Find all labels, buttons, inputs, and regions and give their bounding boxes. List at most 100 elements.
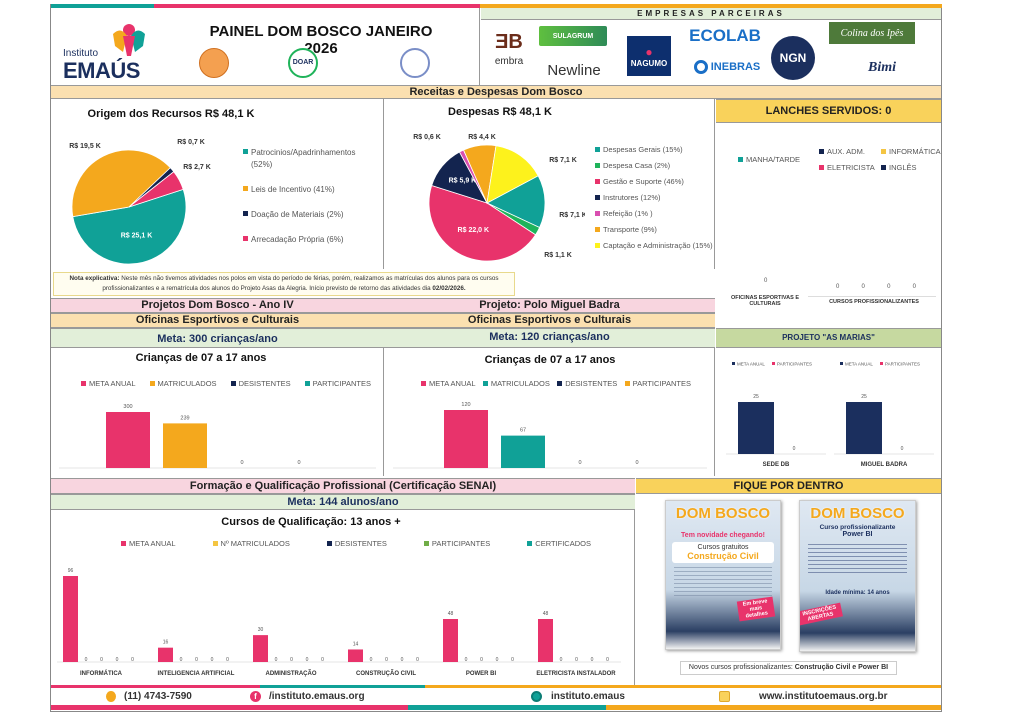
bar-value-label: 25 bbox=[753, 394, 759, 400]
note-text: Neste mês não tivemos atividades nos pol… bbox=[102, 275, 499, 292]
footer-instagram[interactable]: instituto.emaus bbox=[551, 691, 625, 702]
bar-value-label: 0 bbox=[211, 657, 214, 663]
category-label: MIGUEL BADRA bbox=[861, 462, 908, 468]
emaus-logo-small: Instituto bbox=[63, 48, 99, 59]
legend-item: DESISTENTES bbox=[326, 539, 387, 549]
pie-data-label: R$ 7,1 K bbox=[549, 157, 577, 164]
legend-swatch bbox=[732, 362, 735, 365]
bar-value-label: 25 bbox=[861, 394, 867, 400]
bar-value-label: 0 bbox=[793, 446, 796, 452]
bar-value-label: 0 bbox=[496, 657, 499, 663]
project-right-subtitle: Oficinas Esportivos e Culturais bbox=[384, 313, 715, 328]
bar bbox=[348, 649, 363, 662]
bar-value-label: 300 bbox=[123, 404, 132, 410]
bar bbox=[163, 423, 207, 468]
legend-label: PARTICIPANTES bbox=[431, 539, 491, 548]
legend-label: CERTIFICADOS bbox=[535, 539, 591, 548]
legend-label: MATRICULADOS bbox=[157, 379, 217, 388]
lanches-value: 0 bbox=[861, 284, 865, 290]
legend-label: META ANUAL bbox=[429, 379, 476, 388]
bar bbox=[106, 412, 150, 468]
instagram-icon bbox=[531, 691, 542, 702]
emaus-logo: Instituto EMAÚS bbox=[61, 22, 146, 83]
footer-bar-top-teal bbox=[260, 685, 425, 688]
legend-label: Arrecadação Própria (6%) bbox=[251, 235, 344, 244]
legend-item: Despesa Casa (2%) bbox=[595, 161, 715, 171]
poster-construcao-civil[interactable]: DOM BOSCO Tem novidade chegando! Cursos … bbox=[665, 500, 781, 650]
bar-value-label: 0 bbox=[635, 460, 638, 466]
bar-value-label: 0 bbox=[591, 657, 594, 663]
doar-badge-icon: DOAR bbox=[288, 48, 318, 78]
legend-item: PARTICIPANTES bbox=[304, 379, 371, 389]
cursos-legend: META ANUAL Nº MATRICULADOS DESISTENTES PART… bbox=[121, 539, 591, 549]
pie-data-label: R$ 5,9 K bbox=[449, 178, 477, 185]
legend-label: PARTICIPANTES bbox=[312, 379, 371, 388]
pie-data-label: R$ 25,1 K bbox=[121, 232, 153, 239]
bar-value-label: 0 bbox=[290, 657, 293, 663]
bar-value-label: 16 bbox=[163, 640, 169, 646]
poster1-body-text bbox=[674, 567, 772, 597]
lanches-chart-panel: MANHA/TARDE AUX. ADM. INFORMÁTICA ELETRI… bbox=[716, 123, 941, 327]
pie-data-label: R$ 4,4 K bbox=[468, 134, 496, 141]
legend-label: Instrutores (12%) bbox=[603, 193, 661, 202]
facebook-icon: f bbox=[250, 691, 261, 702]
legend-swatch bbox=[326, 541, 332, 546]
legend-label: META ANUAL bbox=[89, 379, 136, 388]
top-accent-orange bbox=[480, 4, 942, 8]
legend-label: PARTICIPANTES bbox=[885, 362, 920, 367]
bar-value-label: 0 bbox=[297, 460, 300, 466]
pie-slice bbox=[486, 175, 546, 229]
legend-item: CERTIFICADOS bbox=[527, 539, 591, 549]
legend-swatch bbox=[880, 362, 883, 365]
bar-value-label: 0 bbox=[321, 657, 324, 663]
bar-value-label: 0 bbox=[180, 657, 183, 663]
legend-swatch bbox=[421, 381, 426, 386]
fique-caption-prefix: Novos cursos profissionalizantes: bbox=[688, 664, 795, 671]
bar-value-label: 0 bbox=[370, 657, 373, 663]
lanches-axis bbox=[808, 296, 936, 297]
poster2-line3: Idade mínima: 14 anos bbox=[825, 590, 890, 596]
legend-swatch bbox=[121, 541, 126, 546]
doar-badge-label: DOAR bbox=[292, 59, 314, 66]
legend-swatch bbox=[243, 186, 248, 191]
legend-swatch bbox=[230, 381, 236, 386]
poster2-badge: INSCRIÇÕES ABERTAS bbox=[800, 602, 843, 626]
pie-data-label: R$ 0,7 K bbox=[177, 139, 205, 146]
despesas-chart-title: Despesas R$ 48,1 K bbox=[448, 106, 552, 118]
poster2-line1: Curso profissionalizante bbox=[819, 524, 896, 531]
legend-swatch bbox=[149, 381, 155, 386]
pie-slice bbox=[128, 171, 184, 208]
footer: (11) 4743-7590 f /instituto.emaus.org in… bbox=[51, 688, 941, 705]
legend-label: Despesa Casa (2%) bbox=[603, 161, 671, 170]
project-right-meta: Meta: 120 crianças/ano bbox=[384, 328, 715, 348]
lanches-title: LANCHES SERVIDOS: 0 bbox=[716, 99, 941, 123]
bar-value-label: 0 bbox=[195, 657, 198, 663]
bar-value-label: 0 bbox=[401, 657, 404, 663]
category-label: INTELIGENCIA ARTIFICIAL bbox=[158, 671, 235, 677]
origem-chart-title: Origem dos Recursos R$ 48,1 K bbox=[87, 108, 255, 120]
explanatory-note: Nota explicativa: Neste mês não tivemos … bbox=[53, 272, 515, 296]
legend-label: DESISTENTES bbox=[334, 539, 387, 548]
poster1-line1: Tem novidade chegando! bbox=[681, 532, 765, 539]
footer-facebook[interactable]: /instituto.emaus.org bbox=[269, 691, 365, 702]
lanches-legend-eletricista: ELETRICISTA bbox=[819, 163, 875, 173]
pie-data-label: R$ 0,6 K bbox=[413, 134, 441, 141]
pie-slice bbox=[71, 149, 171, 218]
emaus-figure-icon bbox=[113, 24, 145, 56]
pie-slice bbox=[428, 184, 537, 262]
partner-logo-newline: Newline bbox=[547, 61, 601, 79]
poster-power-bi[interactable]: DOM BOSCO Curso profissionalizante Power… bbox=[799, 500, 916, 652]
lanches-value: 0 bbox=[887, 284, 891, 290]
legend-swatch bbox=[304, 381, 310, 386]
legend-swatch bbox=[527, 541, 533, 546]
legend-item: Gestão e Suporte (46%) bbox=[595, 177, 715, 187]
pie-data-label: R$ 22,0 K bbox=[458, 227, 490, 234]
footer-website[interactable]: www.institutoemaus.org.br bbox=[759, 691, 888, 702]
legend-item: Despesas Gerais (15%) bbox=[595, 145, 715, 155]
footer-bar-bottom-teal bbox=[408, 705, 606, 710]
miguelbadra-chart-title: Crianças de 07 a 17 anos bbox=[484, 354, 616, 366]
legend-label: Doação de Materiais (2%) bbox=[251, 210, 344, 219]
legend-swatch bbox=[243, 236, 248, 241]
despesas-legend: Despesas Gerais (15%) Despesa Casa (2%) Ge… bbox=[595, 145, 715, 251]
lanches-cat-left: OFICINAS ESPORTIVAS E CULTURAIS bbox=[730, 295, 800, 307]
